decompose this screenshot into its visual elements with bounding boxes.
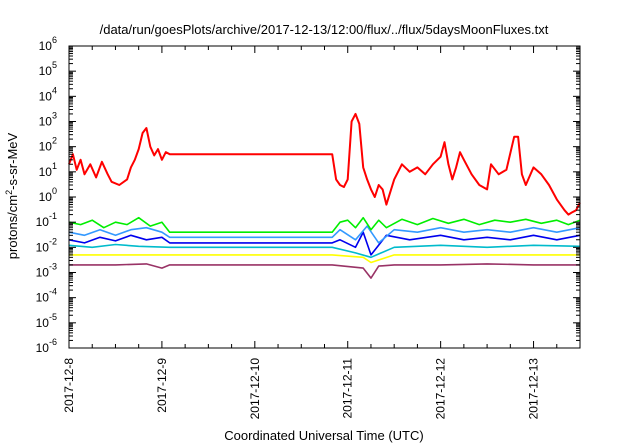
series-layer [68,112,581,279]
x-tick-label: 2017-12-8 [62,358,76,413]
y-tick-label: 102 [39,136,57,154]
y-tick-label: 104 [39,85,57,103]
y-tick-label: 10-1 [36,211,57,229]
y-tick-label: 10-3 [36,262,57,280]
series-line-5 [68,243,581,259]
y-axis-label: protons/cm2-s-sr-MeV [4,132,20,259]
y-tick-label: 101 [39,161,57,179]
y-tick-label: 103 [39,111,57,129]
x-tick-label: 2017-12-13 [527,358,541,420]
x-tick-label: 2017-12-11 [341,358,355,419]
y-axis-ticks: 106 105 104 103 102 101 100 10-1 10-2 10-3 10-4 10-… [36,35,580,355]
series-line-4 [68,231,581,256]
y-tick-label: 10-6 [36,337,57,355]
x-tick-label: 2017-12-9 [155,358,169,413]
series-line-2 [68,216,581,233]
x-tick-label: 2017-12-12 [434,358,448,420]
chart-title: /data/run/goesPlots/archive/2017-12-13/1… [100,22,549,37]
series-line-3 [68,225,581,244]
y-tick-label: 106 [39,35,57,53]
x-axis-label: Coordinated Universal Time (UTC) [224,428,423,443]
y-tick-label: 100 [39,186,57,204]
series-line-7 [69,263,580,279]
y-tick-label: 10-4 [36,287,57,305]
y-tick-label: 105 [39,60,57,78]
x-tick-label: 2017-12-10 [248,358,262,420]
y-tick-label: 10-2 [36,236,57,254]
y-tick-label: 10-5 [36,312,57,330]
x-axis-ticks: 2017-12-8 2017-12-9 2017-12-10 2017-12-11 20… [62,46,581,420]
series-line-1 [68,112,581,216]
series-line-6 [69,254,580,264]
plot-frame [68,45,581,349]
